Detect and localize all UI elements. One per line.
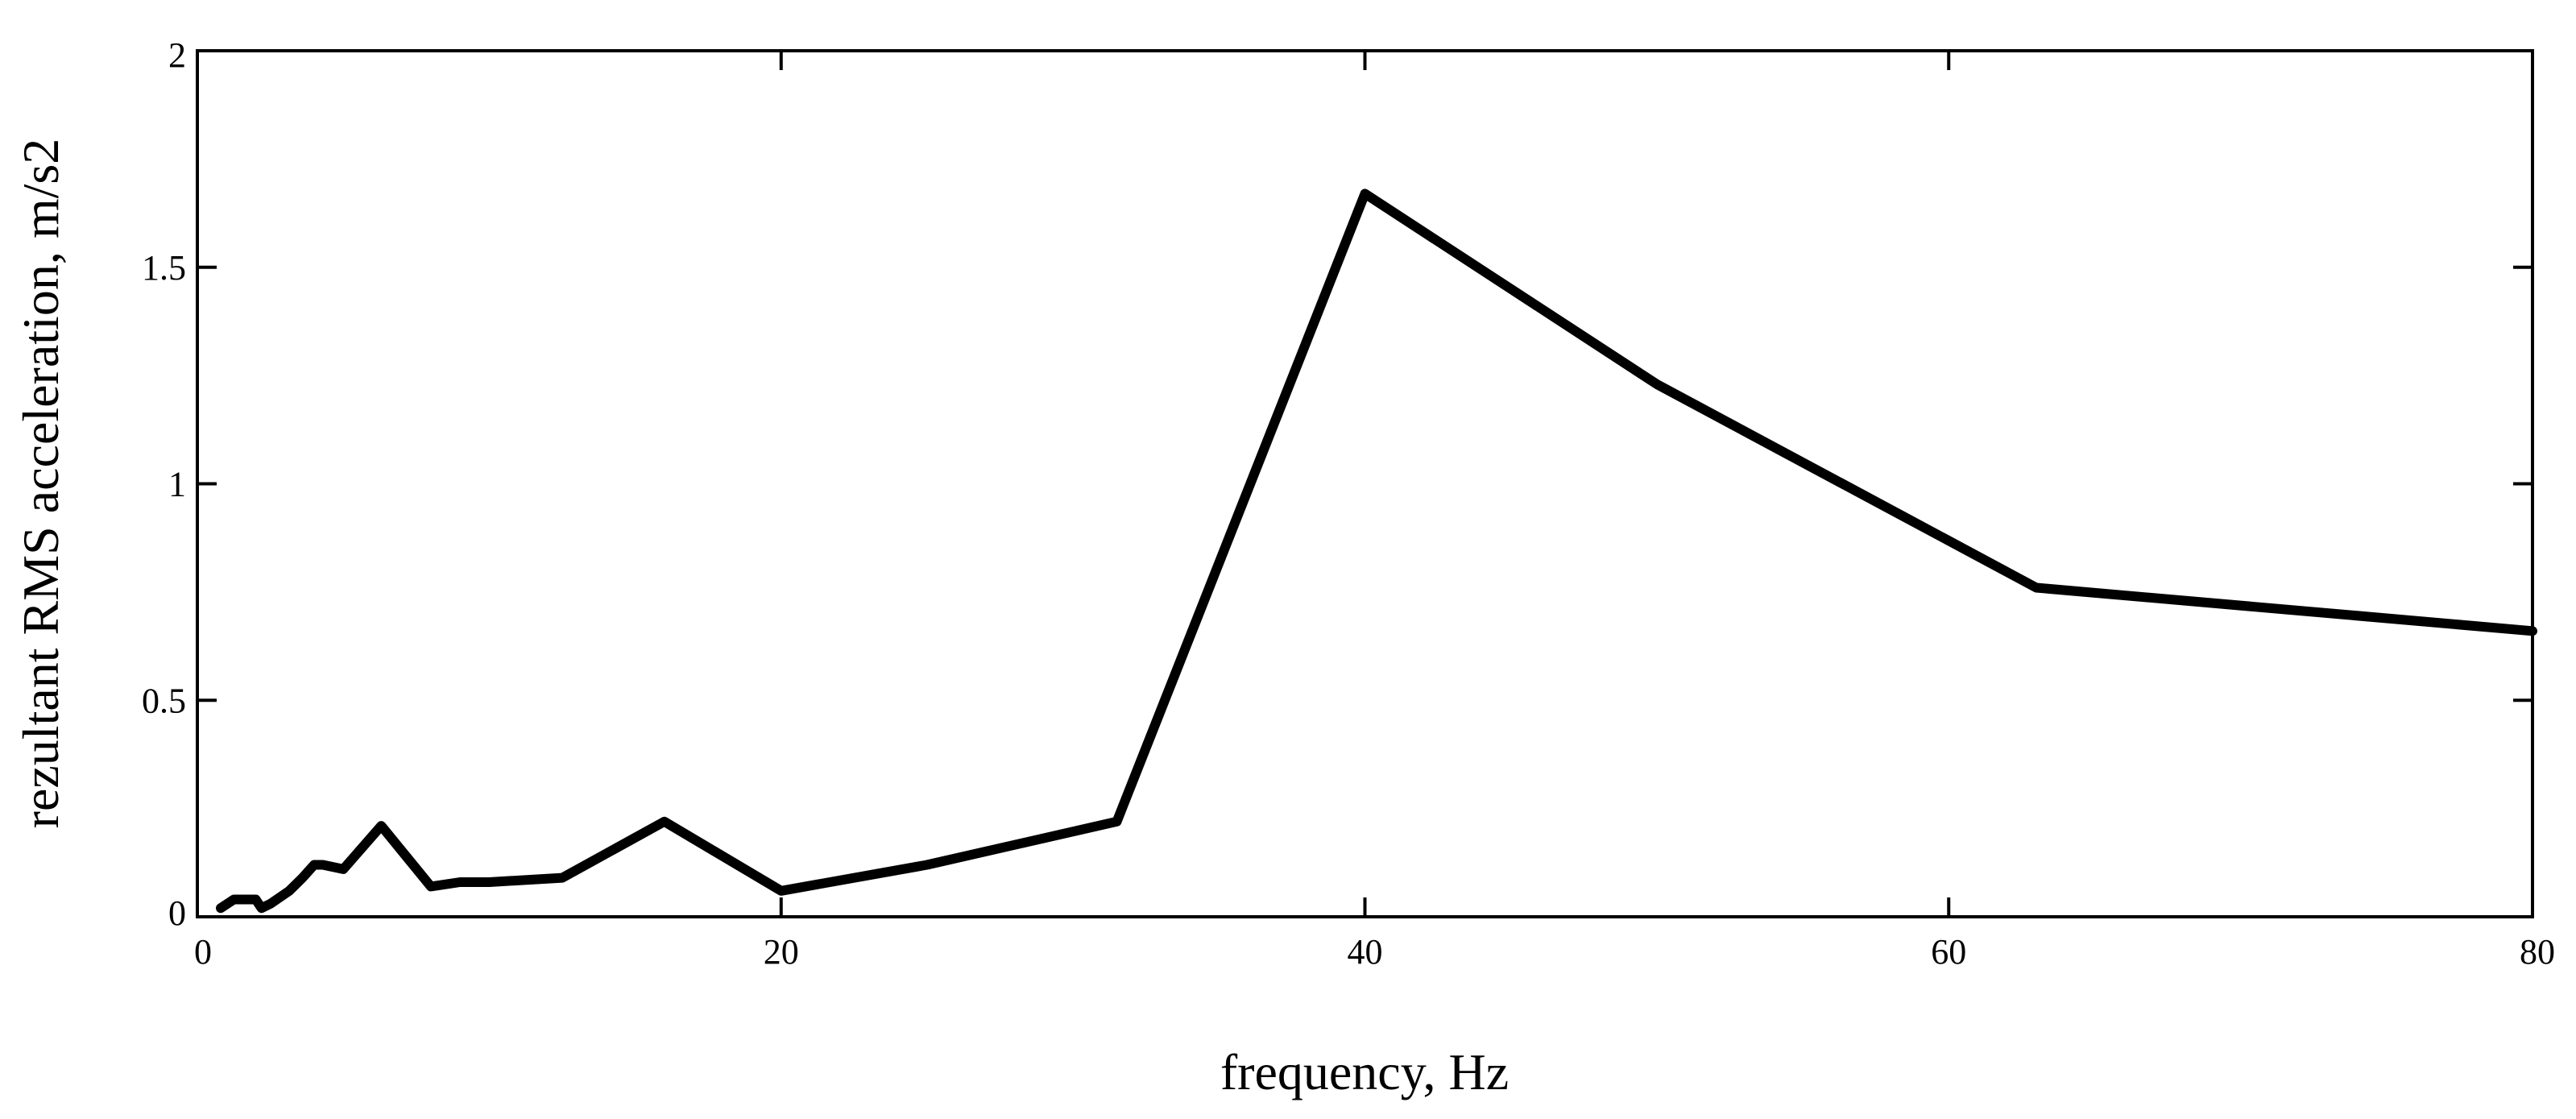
y-tick-label: 0.5	[142, 681, 186, 720]
plot-frame	[196, 49, 2534, 918]
y-tick-label: 0	[168, 893, 186, 933]
x-tick-label: 40	[1348, 932, 1383, 972]
series-line	[216, 189, 2537, 914]
x-axis-title: frequency, Hz	[1220, 1043, 1509, 1100]
y-axis-title: rezultant RMS acceleration, m/s2	[12, 139, 69, 829]
axis-tick-labels: 0 20 40 60 80 0 0.5 1 1.5 2	[142, 35, 2555, 972]
x-tick-label: 0	[194, 932, 212, 972]
x-tick-label: 20	[764, 932, 799, 972]
x-tick-label: 80	[2520, 932, 2555, 972]
y-tick-label: 1	[168, 465, 186, 504]
x-tick-label: 60	[1931, 932, 1966, 972]
axis-ticks	[196, 49, 2534, 918]
y-tick-label: 1.5	[142, 248, 186, 288]
y-tick-label: 2	[168, 35, 186, 75]
